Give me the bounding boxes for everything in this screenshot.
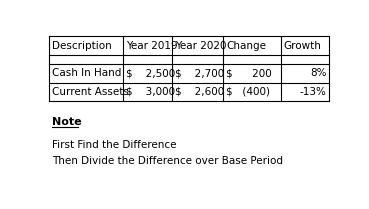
Text: Note: Note	[52, 117, 82, 127]
Text: Year 2019: Year 2019	[126, 41, 178, 51]
Text: $    2,600: $ 2,600	[175, 87, 224, 97]
Text: $      200: $ 200	[226, 68, 272, 78]
Text: Then Divide the Difference over Base Period: Then Divide the Difference over Base Per…	[52, 156, 283, 166]
Text: Year 2020: Year 2020	[175, 41, 226, 51]
Text: $    2,700: $ 2,700	[175, 68, 224, 78]
Text: Growth: Growth	[283, 41, 321, 51]
Text: -13%: -13%	[300, 87, 327, 97]
Text: $    2,500: $ 2,500	[126, 68, 175, 78]
Text: 8%: 8%	[310, 68, 327, 78]
Text: First Find the Difference: First Find the Difference	[52, 140, 176, 150]
Text: Description: Description	[52, 41, 111, 51]
Text: Change: Change	[226, 41, 266, 51]
Text: $   (400): $ (400)	[226, 87, 270, 97]
Text: Cash In Hand: Cash In Hand	[52, 68, 121, 78]
Text: $    3,000: $ 3,000	[126, 87, 175, 97]
Text: Current Assets: Current Assets	[52, 87, 129, 97]
